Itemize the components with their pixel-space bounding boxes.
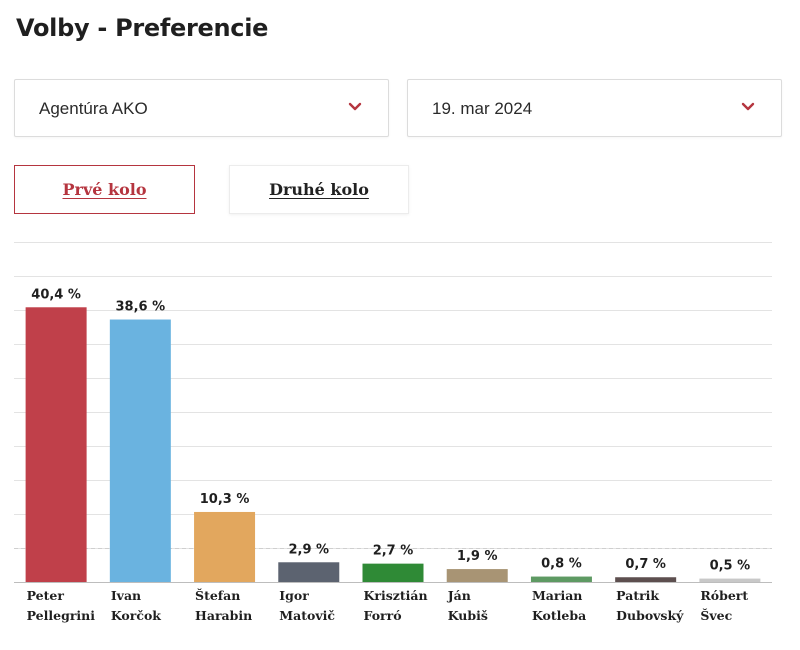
category-label: Forró — [364, 608, 402, 623]
bar — [699, 578, 761, 582]
category-label: Róbert — [700, 588, 748, 603]
agency-select-value: Agentúra AKO — [39, 99, 148, 118]
category-label: Harabin — [195, 608, 252, 623]
bar — [194, 511, 256, 582]
tab-second-round[interactable]: Druhé kolo — [229, 165, 409, 214]
category-label: Ivan — [111, 588, 141, 603]
category-label: Korčok — [111, 608, 161, 623]
category-label: Kotleba — [532, 608, 586, 623]
bar-value-label: 38,6 % — [116, 300, 166, 315]
chevron-down-icon — [741, 102, 755, 111]
bar-value-label: 40,4 % — [31, 287, 81, 302]
date-select-value: 19. mar 2024 — [432, 99, 533, 118]
bar-value-label: 2,7 % — [373, 544, 414, 559]
bar-value-label: 0,7 % — [625, 557, 666, 572]
bar-value-label: 0,5 % — [710, 559, 751, 574]
bar-value-label: 1,9 % — [457, 549, 498, 564]
bar — [25, 307, 87, 582]
category-label: Peter — [27, 588, 65, 603]
category-label: Kubiš — [448, 608, 488, 623]
category-label: Krisztián — [364, 588, 428, 603]
bar-value-label: 10,3 % — [200, 492, 250, 507]
category-label: Ján — [447, 588, 471, 603]
category-label: Matovič — [279, 608, 335, 623]
category-label: Štefan — [195, 587, 240, 603]
agency-select[interactable]: Agentúra AKO — [14, 79, 389, 137]
bar-value-label: 0,8 % — [541, 557, 582, 572]
bar — [362, 563, 424, 582]
bar-chart: 40,4 % Peter Pellegrini 38,6 % Ivan Korčok 10,… — [14, 242, 772, 623]
page-title: Volby - Preferencie — [16, 14, 269, 42]
bar — [278, 562, 340, 582]
chevron-down-icon — [348, 102, 362, 111]
category-label: Marian — [532, 588, 582, 603]
category-label: Igor — [279, 588, 309, 603]
date-select[interactable]: 19. mar 2024 — [407, 79, 782, 137]
tab-first-round[interactable]: Prvé kolo — [14, 165, 195, 214]
category-label: Švec — [700, 607, 732, 623]
bar-value-label: 2,9 % — [288, 542, 329, 557]
category-label: Patrik — [616, 588, 659, 603]
category-label: Dubovský — [616, 608, 684, 623]
category-label: Pellegrini — [27, 608, 96, 623]
bar — [109, 319, 171, 582]
bar — [615, 577, 677, 582]
bar — [446, 569, 508, 582]
bar — [530, 576, 592, 582]
